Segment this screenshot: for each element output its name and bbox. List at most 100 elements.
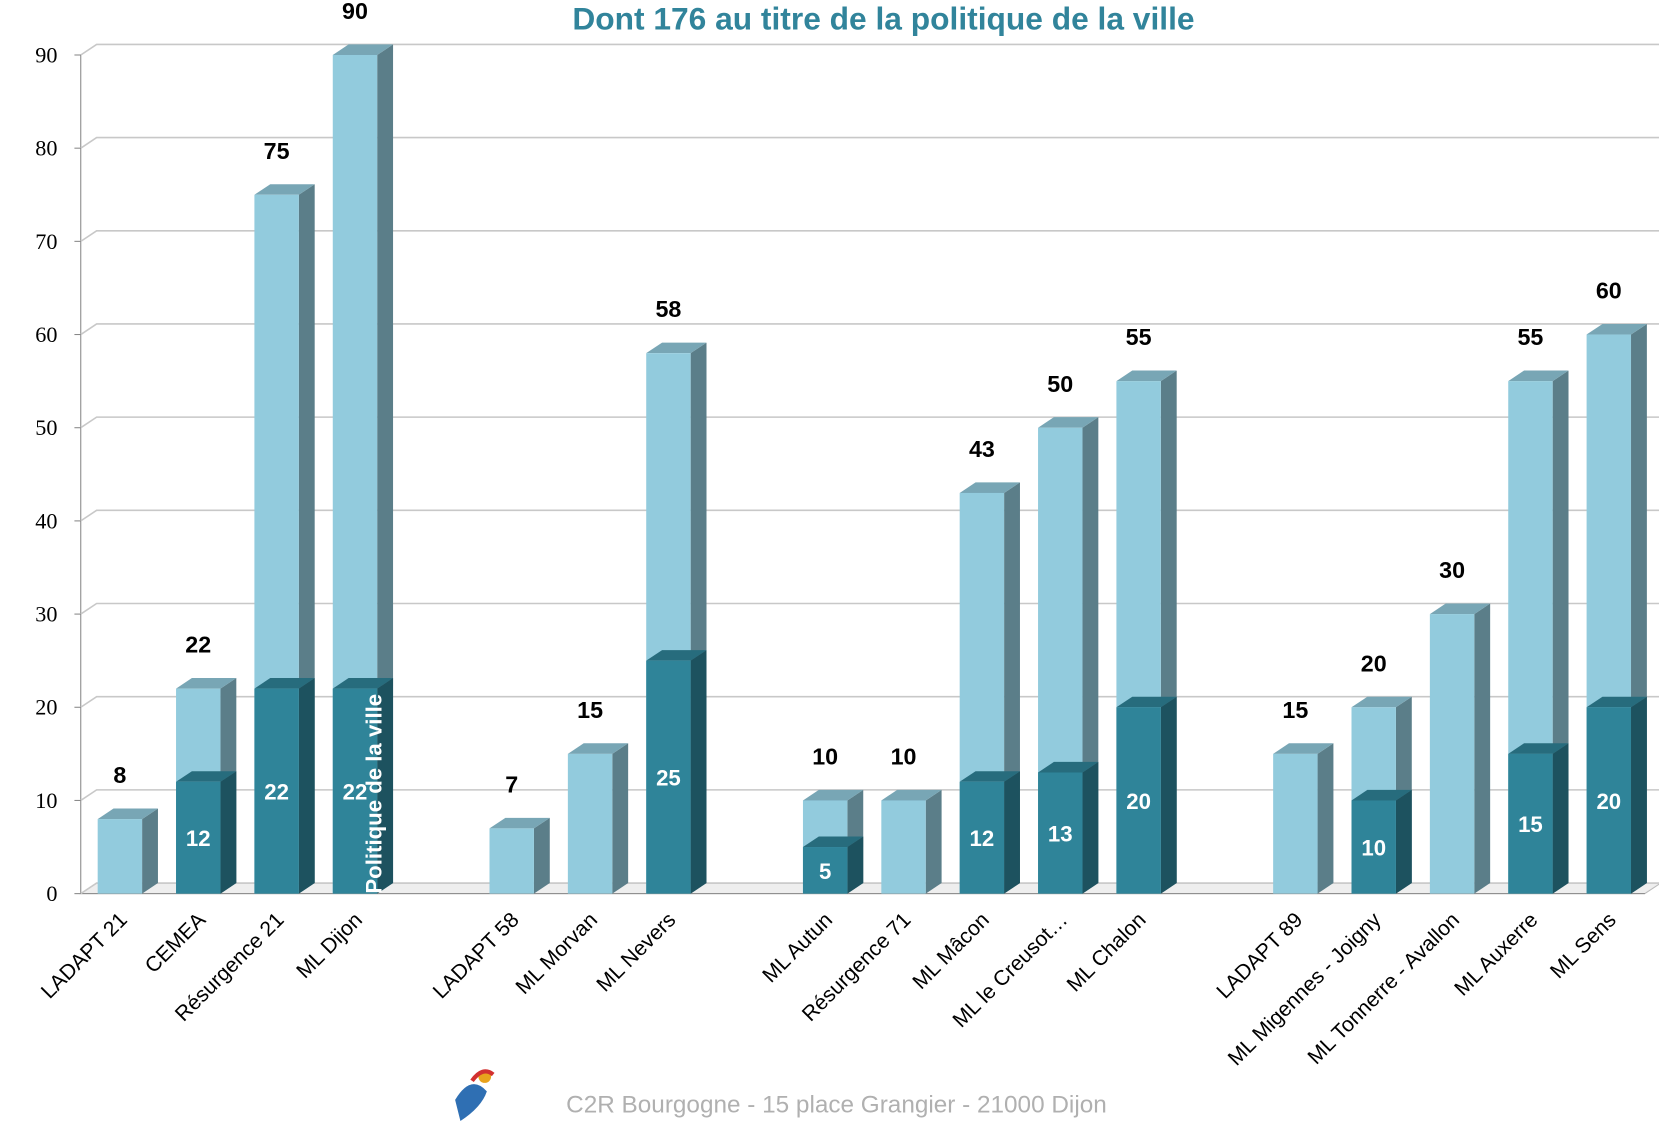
total-label: 75 — [264, 138, 290, 164]
bar-side — [142, 808, 158, 894]
bar-side — [377, 678, 394, 894]
x-tick-label: ML Morvan — [512, 908, 602, 998]
chart-title: Dont 176 au titre de la politique de la … — [572, 1, 1194, 37]
bar-front — [176, 781, 221, 894]
bar — [959, 771, 1020, 894]
segment-label: 13 — [1048, 822, 1073, 847]
bar — [332, 678, 394, 894]
bar-front — [881, 800, 926, 894]
bar-front — [97, 819, 143, 894]
x-tick-label: CEMEA — [141, 908, 211, 978]
x-tick-label: ML Dijon — [292, 908, 367, 983]
grid-line — [80, 43, 1659, 56]
bar — [1038, 761, 1099, 894]
y-tick-label: 30 — [35, 601, 57, 626]
bar-front — [1116, 707, 1161, 894]
bar-side — [1474, 603, 1491, 894]
grid-line — [80, 323, 1659, 336]
bar-front — [959, 781, 1005, 894]
x-tick-label: ML Mâcon — [908, 908, 994, 994]
bar-top — [959, 482, 1020, 493]
bar-top — [254, 184, 315, 195]
x-tick-label: LADAPT 58 — [429, 908, 524, 1003]
bar-side — [1160, 696, 1177, 894]
grid-line — [80, 136, 1659, 149]
segment-label: 20 — [1126, 789, 1151, 814]
total-label: 7 — [505, 771, 518, 797]
x-tick-label: ML Nevers — [592, 908, 680, 996]
bar-top — [1351, 789, 1412, 801]
segment-label: 25 — [656, 766, 681, 791]
bar-front — [1351, 800, 1396, 894]
y-tick-label: 10 — [35, 788, 57, 813]
y-tick-label: 20 — [35, 695, 57, 720]
bar-top — [881, 789, 942, 801]
bar-side — [1552, 743, 1569, 894]
grid-line — [80, 229, 1659, 243]
bar-front — [1508, 753, 1553, 894]
bar-side — [1082, 761, 1099, 894]
bar-top — [1586, 323, 1647, 335]
bar-side — [612, 743, 629, 894]
x-tick-label: ML Autun — [758, 908, 837, 987]
total-label: 90 — [342, 0, 368, 24]
bar — [567, 743, 629, 894]
segment-label: 20 — [1596, 789, 1621, 814]
bar-top — [97, 808, 158, 820]
total-label: 10 — [812, 743, 838, 769]
logo — [455, 1069, 495, 1121]
bar — [1586, 696, 1647, 894]
bar — [802, 836, 864, 894]
segment-label: 5 — [819, 859, 831, 884]
x-tick-label: ML Auxerre — [1450, 908, 1542, 1000]
bar — [489, 817, 550, 894]
segment-label: 12 — [970, 826, 995, 851]
bar — [1429, 603, 1491, 894]
bar-top — [254, 678, 315, 689]
bar-front — [489, 828, 534, 894]
y-tick-label: 50 — [35, 415, 57, 440]
grid-line — [80, 695, 1659, 708]
bar-top — [489, 817, 550, 829]
bar — [881, 789, 942, 894]
grid-line — [80, 789, 1659, 802]
bar-side — [925, 789, 942, 894]
total-label: 60 — [1596, 278, 1622, 304]
total-label: 58 — [655, 296, 681, 322]
total-label: 10 — [891, 743, 917, 769]
bar-side — [220, 771, 237, 894]
bar-top — [176, 771, 237, 782]
bar — [254, 678, 315, 894]
bar-front — [1429, 614, 1475, 894]
bar-top — [646, 342, 707, 354]
total-label: 50 — [1047, 371, 1073, 397]
x-tick-label: ML Tonnerre - Avallon — [1303, 908, 1464, 1069]
bar-front — [332, 688, 378, 894]
x-tick-label: LADAPT 21 — [37, 908, 132, 1003]
bar — [1116, 696, 1177, 894]
bar-top — [176, 678, 237, 689]
bar-top — [332, 678, 394, 689]
floor — [79, 882, 1659, 895]
bar-top — [1586, 696, 1647, 708]
total-label: 55 — [1518, 324, 1544, 350]
bar-side — [1317, 743, 1334, 894]
total-label: 15 — [1282, 697, 1308, 723]
footer: C2R Bourgogne - 15 place Grangier - 2100… — [566, 1092, 1107, 1119]
y-tick-label: 70 — [35, 229, 57, 254]
bar-top — [802, 789, 864, 801]
total-label: 22 — [185, 632, 211, 658]
y-tick-label: 80 — [35, 136, 57, 161]
bar-side — [1395, 789, 1412, 894]
bar-top — [802, 836, 864, 848]
segment-label: 22 — [343, 780, 368, 805]
bar-front — [1273, 753, 1318, 894]
bar — [176, 771, 237, 894]
x-tick-label: ML Sens — [1546, 908, 1621, 983]
total-label: 20 — [1361, 650, 1387, 676]
grid-line — [80, 509, 1659, 522]
bar-top — [332, 44, 394, 55]
segment-label: 12 — [186, 826, 211, 851]
bar-side — [847, 836, 864, 894]
bar-side — [1631, 696, 1647, 894]
